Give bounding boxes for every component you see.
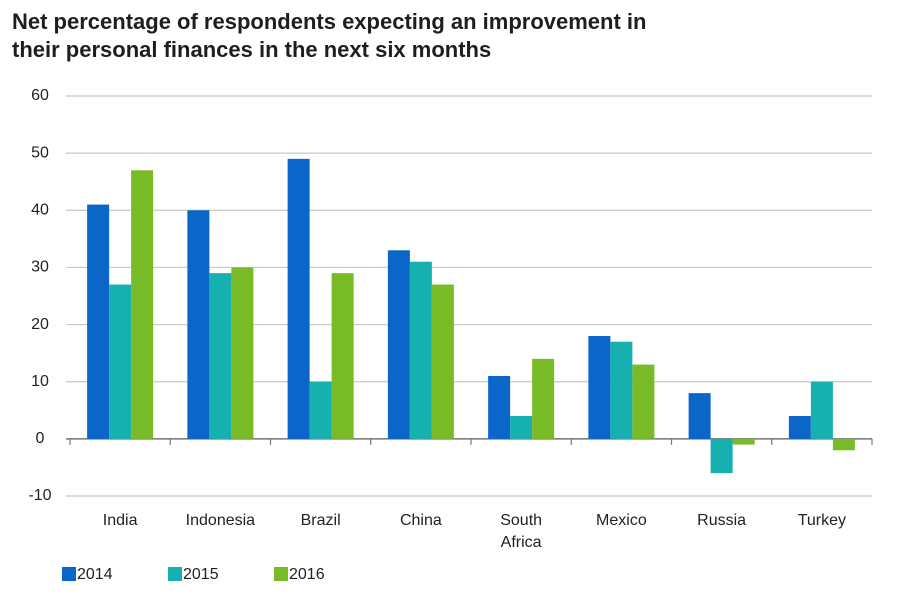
bar bbox=[109, 284, 132, 439]
bar bbox=[231, 267, 254, 439]
y-tick-label: 0 bbox=[36, 430, 45, 447]
x-tick-label: Mexico bbox=[596, 512, 647, 529]
y-tick-label: 60 bbox=[31, 87, 49, 104]
x-tick-label: South Africa bbox=[500, 512, 543, 551]
x-tick-label: China bbox=[399, 512, 442, 529]
bar bbox=[331, 273, 354, 439]
bar bbox=[287, 158, 310, 439]
bar bbox=[532, 358, 555, 439]
y-tick-label: 50 bbox=[31, 144, 49, 161]
bar bbox=[387, 250, 410, 439]
y-tick-label: 30 bbox=[31, 259, 49, 276]
bar bbox=[610, 341, 633, 439]
x-tick-label: Indonesia bbox=[185, 512, 256, 529]
legend-label: 2014 bbox=[77, 566, 113, 583]
bar bbox=[488, 376, 511, 439]
legend-label: 2015 bbox=[183, 566, 219, 583]
y-tick-label: -10 bbox=[28, 487, 51, 504]
x-tick-label: Russia bbox=[697, 512, 747, 529]
x-tick-label: Turkey bbox=[797, 512, 847, 529]
bar bbox=[309, 381, 332, 439]
legend-swatch bbox=[168, 567, 182, 581]
bar bbox=[187, 210, 210, 439]
bar bbox=[810, 381, 833, 439]
y-tick-label: 40 bbox=[31, 202, 49, 219]
legend-label: 2016 bbox=[289, 566, 325, 583]
bar bbox=[431, 284, 454, 439]
bar bbox=[131, 170, 154, 439]
legend-swatch bbox=[62, 567, 76, 581]
legend-swatch bbox=[274, 567, 288, 581]
bar bbox=[688, 393, 711, 439]
title-line: Net percentage of respondents expecting … bbox=[12, 9, 647, 34]
bar bbox=[710, 438, 733, 474]
x-tick-label: India bbox=[102, 512, 138, 529]
bar bbox=[510, 416, 533, 439]
title-line: their personal finances in the next six … bbox=[12, 37, 492, 62]
bar bbox=[209, 273, 232, 439]
y-tick-label: 10 bbox=[31, 373, 49, 390]
bar bbox=[87, 204, 110, 439]
x-tick-label: Brazil bbox=[300, 512, 341, 529]
bar bbox=[588, 336, 611, 439]
bar bbox=[632, 364, 655, 439]
bar bbox=[732, 438, 755, 445]
bar bbox=[409, 261, 432, 439]
bar bbox=[788, 416, 811, 439]
chart-title: Net percentage of respondents expecting … bbox=[12, 8, 646, 64]
bar bbox=[832, 438, 855, 451]
y-tick-label: 20 bbox=[31, 316, 49, 333]
